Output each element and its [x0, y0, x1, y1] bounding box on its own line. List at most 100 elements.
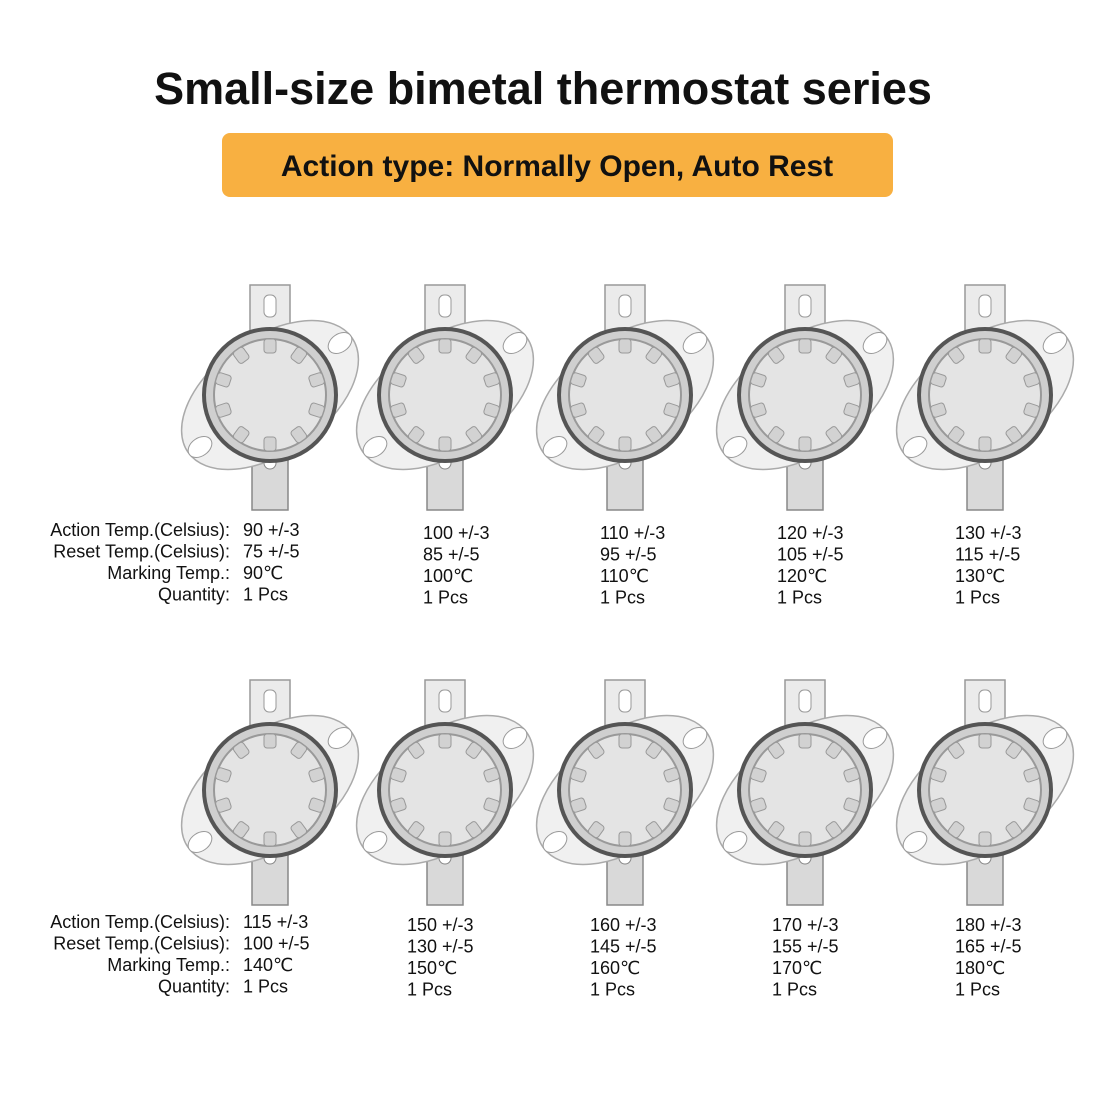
field-value: 1 Pcs — [243, 977, 288, 997]
disc-notch — [483, 767, 500, 783]
disc-notch — [663, 767, 680, 783]
disc-notch — [930, 402, 947, 418]
disc-notch — [798, 733, 812, 749]
disc-notch — [645, 741, 663, 759]
disc-notch — [618, 733, 632, 749]
field-value: 90℃ — [243, 563, 283, 583]
field-label: Marking Temp.: — [107, 955, 230, 975]
disc-notch — [1023, 797, 1040, 813]
flange-hole — [362, 436, 388, 458]
field-value: 1 Pcs — [243, 585, 288, 605]
field-value: 1 Pcs — [777, 588, 822, 608]
disc-inner — [388, 733, 502, 847]
field-value: 110 +/-3 — [600, 523, 665, 543]
disc-inner — [928, 338, 1042, 452]
disc-notch — [232, 821, 250, 839]
disc-notch — [390, 372, 407, 388]
tab-hole — [438, 294, 452, 318]
disc-notch — [308, 767, 325, 783]
disc-notch — [767, 741, 785, 759]
flange-hole — [682, 332, 708, 354]
tab-hole — [618, 294, 632, 318]
disc-inner — [388, 338, 502, 452]
disc-notch — [570, 797, 587, 813]
flange-hole — [902, 831, 928, 853]
disc-notch — [947, 426, 965, 444]
disc-notch — [308, 372, 325, 388]
field-value: 130℃ — [955, 566, 1005, 586]
disc-notch — [825, 346, 843, 364]
field-value: 75 +/-5 — [243, 542, 300, 562]
disc-notch — [290, 426, 308, 444]
disc-notch — [438, 338, 452, 354]
disc-notch — [978, 831, 992, 847]
disc-notch — [263, 338, 277, 354]
flange-hole — [327, 727, 353, 749]
field-value: 100 +/-5 — [243, 934, 310, 954]
disc-inner — [213, 733, 327, 847]
disc-notch — [767, 821, 785, 839]
disc-notch — [1005, 346, 1023, 364]
disc-notch — [587, 426, 605, 444]
field-value: 140℃ — [243, 955, 293, 975]
flange-hole — [362, 831, 388, 853]
disc-notch — [465, 426, 483, 444]
field-value: 1 Pcs — [955, 980, 1000, 1000]
disc-notch — [465, 741, 483, 759]
disc-notch — [438, 733, 452, 749]
disc-notch — [215, 402, 232, 418]
disc-notch — [290, 741, 308, 759]
tab-hole — [798, 689, 812, 713]
tab-hole — [263, 294, 277, 318]
thermostat — [355, 284, 535, 511]
flange-hole — [1042, 332, 1068, 354]
disc-notch — [750, 402, 767, 418]
flange-hole — [902, 436, 928, 458]
thermostat — [535, 284, 715, 511]
field-label: Action Temp.(Celsius): — [50, 520, 230, 540]
flange-hole — [862, 332, 888, 354]
disc-notch — [1005, 426, 1023, 444]
disc-notch — [978, 733, 992, 749]
field-value: 1 Pcs — [590, 980, 635, 1000]
field-value: 145 +/-5 — [590, 937, 657, 957]
disc-notch — [798, 436, 812, 452]
thermostat — [535, 679, 715, 906]
thermostat — [895, 679, 1075, 906]
field-value: 105 +/-5 — [777, 545, 844, 565]
disc-notch — [947, 741, 965, 759]
disc-notch — [798, 831, 812, 847]
disc-notch — [825, 426, 843, 444]
field-value: 150 +/-3 — [407, 915, 474, 935]
flange-hole — [682, 727, 708, 749]
subtitle: Action type: Normally Open, Auto Rest — [281, 150, 833, 183]
disc-notch — [465, 821, 483, 839]
disc-notch — [1005, 821, 1023, 839]
field-label: Action Temp.(Celsius): — [50, 912, 230, 932]
disc-notch — [947, 821, 965, 839]
tab-hole — [978, 294, 992, 318]
field-value: 100℃ — [423, 566, 473, 586]
field-label: Reset Temp.(Celsius): — [53, 542, 230, 562]
flange-hole — [1042, 727, 1068, 749]
field-value: 1 Pcs — [423, 588, 468, 608]
field-value: 115 +/-5 — [955, 545, 1020, 565]
field-value: 160℃ — [590, 958, 640, 978]
disc-notch — [483, 372, 500, 388]
field-value: 150℃ — [407, 958, 457, 978]
disc-notch — [407, 821, 425, 839]
disc-notch — [645, 426, 663, 444]
disc-notch — [587, 821, 605, 839]
disc-notch — [232, 346, 250, 364]
thermostat — [180, 284, 360, 511]
disc-notch — [750, 372, 767, 388]
flange-hole — [542, 831, 568, 853]
disc-notch — [767, 426, 785, 444]
disc-notch — [843, 372, 860, 388]
disc-notch — [663, 372, 680, 388]
field-value: 165 +/-5 — [955, 937, 1022, 957]
disc-notch — [1023, 402, 1040, 418]
disc-notch — [843, 797, 860, 813]
disc-notch — [767, 346, 785, 364]
